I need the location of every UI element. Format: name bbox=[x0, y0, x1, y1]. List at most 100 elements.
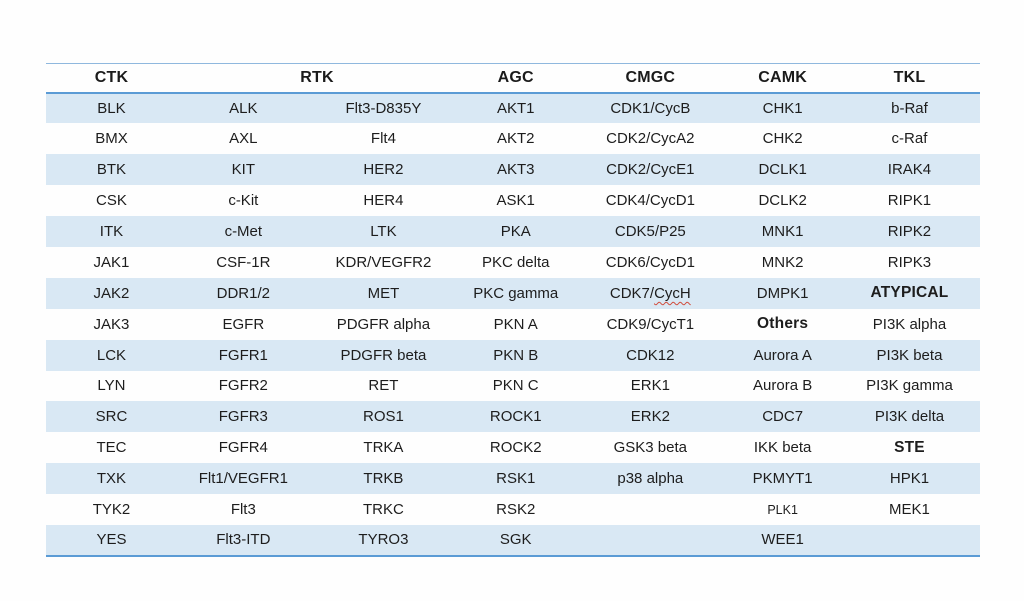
kinase-cell: JAK3 bbox=[93, 315, 130, 333]
kinase-cell: DCLK1 bbox=[758, 161, 807, 179]
kinase-cell: KIT bbox=[231, 161, 255, 179]
table-row: CSK c-Kit HER4 ASK1 CDK4/CycD1 DCLK2 RIPK1 bbox=[46, 185, 980, 216]
table-row: SRC FGFR3 ROS1 ROCK1 ERK2 CDC7 PI3K delta bbox=[46, 401, 980, 433]
kinase-cell: ROCK2 bbox=[489, 439, 542, 457]
kinase-panel-table-container: CTK RTK AGC CMGC CAMK TKL BLK ALK Flt3-D835Y AKT… bbox=[46, 63, 980, 557]
table-row: BMX AXL Flt4 AKT2 CDK2/CycA2 CHK2 c-Raf bbox=[46, 123, 980, 154]
kinase-cell: IKK beta bbox=[753, 439, 812, 457]
kinase-cell: Flt3-D835Y bbox=[345, 99, 422, 117]
kinase-cell: JAK2 bbox=[93, 284, 130, 302]
kinase-cell: PI3K gamma bbox=[866, 377, 953, 395]
kinase-cell: c-Raf bbox=[891, 130, 928, 148]
kinase-cell: DMPK1 bbox=[756, 284, 809, 302]
kinase-cell: Flt3-ITD bbox=[176, 524, 310, 557]
kinase-cell: LTK bbox=[370, 223, 397, 240]
table-row: JAK2 DDR1/2 MET PKC gamma CDK7/CycH DMPK1 ATYP… bbox=[46, 277, 980, 309]
table-row: JAK1 CSF-1R KDR/VEGFR2 PKC delta CDK6/CycD1 M… bbox=[46, 247, 980, 278]
kinase-cell: BLK bbox=[97, 99, 126, 117]
table-row: TYK2 Flt3 TRKC RSK2 PLK1 MEK1 bbox=[46, 494, 980, 525]
column-header-tkl: TKL bbox=[838, 63, 980, 94]
kinase-cell: DDR1/2 bbox=[216, 284, 270, 302]
kinase-cell: b-Raf bbox=[891, 99, 928, 117]
column-header-rtk: RTK bbox=[176, 63, 458, 94]
kinase-cell: AKT2 bbox=[496, 130, 535, 148]
column-header-camk: CAMK bbox=[726, 63, 839, 94]
kinase-cell: Aurora B bbox=[753, 377, 813, 395]
table-row: LCK FGFR1 PDGFR beta PKN B CDK12 Aurora A PI3K… bbox=[46, 339, 980, 371]
empty-cell bbox=[838, 524, 980, 557]
kinase-cell: PI3K beta bbox=[876, 346, 943, 364]
kinase-cell: ATYPICAL bbox=[870, 284, 949, 302]
kinase-cell: HPK1 bbox=[889, 470, 930, 488]
kinase-cell: GSK3 beta bbox=[613, 439, 688, 457]
kinase-cell: PKMYT1 bbox=[752, 470, 813, 488]
kinase-cell: JAK1 bbox=[93, 253, 130, 271]
kinase-cell: LCK bbox=[96, 346, 127, 364]
kinase-cell: CDK2/CycA2 bbox=[606, 130, 695, 148]
kinase-cell: ALK bbox=[229, 99, 258, 117]
kinase-cell: AXL bbox=[229, 130, 258, 148]
kinase-cell: TEC bbox=[96, 439, 127, 457]
kinase-cell: CSK bbox=[96, 192, 127, 210]
kinase-cell: RSK1 bbox=[496, 470, 536, 488]
kinase-cell: CDK1/CycB bbox=[610, 99, 691, 117]
table-row: YES Flt3-ITD TYRO3 SGK WEE1 bbox=[46, 524, 980, 557]
kinase-cell: RSK2 bbox=[496, 501, 536, 519]
kinase-cell: PI3K alpha bbox=[872, 315, 947, 333]
kinase-cell: ROS1 bbox=[362, 408, 404, 426]
kinase-cell: PLK1 bbox=[767, 502, 798, 517]
kinase-cell: HER4 bbox=[363, 192, 404, 210]
kinase-cell: Aurora A bbox=[753, 346, 812, 364]
kinase-cell: Flt3 bbox=[230, 501, 256, 519]
kinase-cell: DCLK2 bbox=[758, 192, 807, 210]
table-row: LYN FGFR2 RET PKN C ERK1 Aurora B PI3K gamma bbox=[46, 371, 980, 402]
kinase-cell: PKN C bbox=[492, 377, 539, 395]
kinase-cell: HER2 bbox=[363, 161, 404, 179]
kinase-cell: FGFR3 bbox=[218, 408, 268, 426]
kinase-cell: RIPK2 bbox=[887, 223, 932, 240]
kinase-cell: ROCK1 bbox=[489, 408, 542, 426]
kinase-cell: PKN B bbox=[493, 346, 539, 364]
kinase-cell: PDGFR alpha bbox=[336, 315, 431, 333]
kinase-cell: ASK1 bbox=[496, 192, 535, 210]
kinase-cell: SRC bbox=[95, 408, 128, 426]
empty-cell bbox=[574, 494, 726, 525]
kinase-cell: CHK2 bbox=[762, 130, 803, 148]
kinase-cell: FGFR4 bbox=[218, 439, 268, 457]
kinase-cell: c-Met bbox=[224, 223, 263, 240]
kinase-cell: CDK9/CycT1 bbox=[606, 315, 695, 333]
kinase-cell: PDGFR beta bbox=[340, 346, 427, 364]
kinase-panel-table: CTK RTK AGC CMGC CAMK TKL BLK ALK Flt3-D835Y AKT… bbox=[46, 63, 980, 557]
kinase-cell: TRKA bbox=[363, 439, 404, 457]
kinase-cell: PKC gamma bbox=[473, 284, 559, 302]
kinase-cell: SGK bbox=[457, 524, 575, 557]
column-header-cmgc: CMGC bbox=[574, 63, 727, 94]
kinase-cell: BMX bbox=[95, 130, 128, 148]
column-header-ctk: CTK bbox=[46, 63, 177, 94]
kinase-cell: TRKB bbox=[363, 470, 404, 488]
kinase-cell: Flt4 bbox=[370, 130, 396, 148]
kinase-cell: ITK bbox=[99, 223, 124, 240]
kinase-cell: RIPK3 bbox=[887, 253, 932, 271]
kinase-cell: MEK1 bbox=[889, 501, 930, 519]
kinase-cell: TYRO3 bbox=[309, 524, 458, 557]
kinase-cell: LYN bbox=[97, 377, 126, 395]
kinase-cell: MNK2 bbox=[761, 253, 804, 271]
kinase-cell: CDK7/CycH bbox=[609, 284, 691, 302]
kinase-cell: CDK12 bbox=[626, 346, 675, 364]
kinase-cell: c-Kit bbox=[228, 192, 259, 210]
table-row: ITK c-Met LTK PKA CDK5/P25 MNK1 RIPK2 bbox=[46, 216, 980, 247]
kinase-cell: TRKC bbox=[362, 501, 404, 519]
kinase-cell: AKT1 bbox=[496, 99, 535, 117]
kinase-cell: EGFR bbox=[222, 315, 265, 333]
kinase-cell: TXK bbox=[96, 470, 127, 488]
kinase-cell: WEE1 bbox=[726, 524, 839, 557]
kinase-cell: BTK bbox=[96, 161, 127, 179]
kinase-cell: PKN A bbox=[493, 315, 538, 333]
kinase-cell: AKT3 bbox=[496, 161, 535, 179]
kinase-cell: MNK1 bbox=[761, 223, 804, 240]
table-row: BLK ALK Flt3-D835Y AKT1 CDK1/CycB CHK1 b-Raf bbox=[46, 92, 980, 124]
kinase-cell: PI3K delta bbox=[874, 408, 945, 426]
kinase-cell: ERK1 bbox=[630, 377, 670, 395]
